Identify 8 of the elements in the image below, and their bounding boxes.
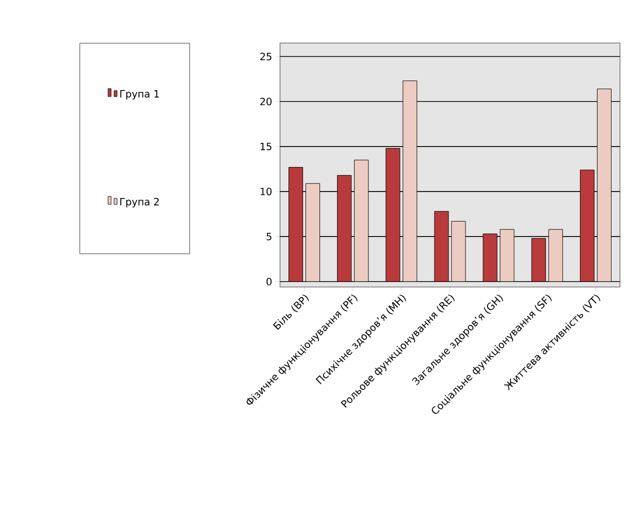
legend-label: Група 1 <box>120 90 159 100</box>
y-tick-label: 0 <box>266 278 272 286</box>
y-tick-label: 5 <box>266 232 272 240</box>
legend-label: Група 2 <box>120 198 159 208</box>
y-tick-label: 10 <box>260 188 272 196</box>
y-tick-label: 20 <box>260 98 272 106</box>
y-tick-label: 25 <box>260 52 272 60</box>
y-tick-label: 15 <box>260 142 272 150</box>
